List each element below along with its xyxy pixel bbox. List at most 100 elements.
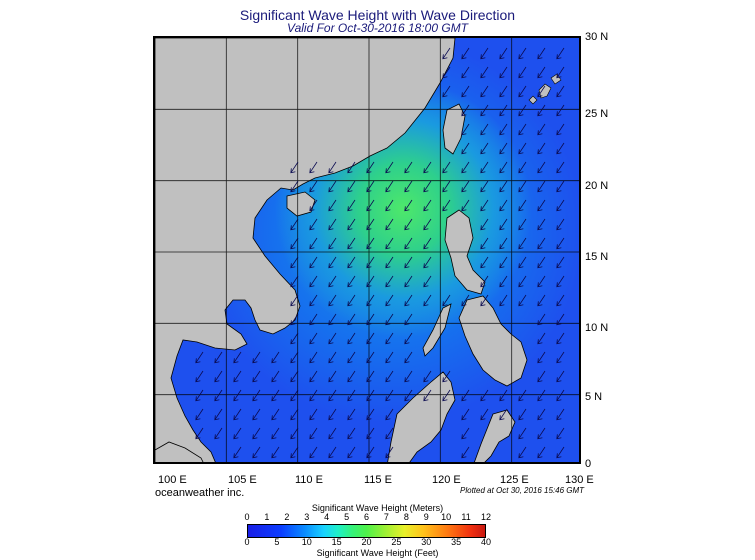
wave-arrow-head [499,168,505,174]
wave-arrow-head [309,377,315,383]
wave-arrow-head [385,339,391,345]
wave-arrow-head [385,358,391,364]
wave-arrow-head [366,377,372,383]
wave-arrow [518,446,527,459]
wave-arrow [366,332,375,345]
wave-arrow [309,161,318,174]
wave-arrow [290,313,299,326]
wave-arrow-head [328,396,334,402]
wave-arrow [271,389,280,402]
wave-arrow-head [366,282,372,288]
wave-arrow-head [366,453,372,459]
wave-arrow-head [404,339,410,345]
wave-arrow [328,389,337,402]
wave-arrow-head [480,396,486,402]
wave-arrow-head [385,263,391,269]
wave-arrow-head [556,244,562,250]
wave-map[interactable] [153,36,581,464]
wave-arrow-head [480,73,486,79]
wave-arrow-head [347,244,353,250]
wave-arrow [309,180,318,193]
wave-arrow [347,275,356,288]
wave-arrow-head [404,358,410,364]
wave-arrow [442,389,451,402]
feet-tick: 20 [361,537,372,547]
wave-arrow-head [309,244,315,250]
wave-arrow-head [328,282,334,288]
wave-arrow-head [518,206,524,212]
wave-arrow [537,408,546,421]
wave-arrow-head [461,301,467,307]
wave-arrow [233,351,242,364]
wave-arrow-head [537,73,543,79]
wave-arrow [499,66,508,79]
wave-arrow [537,104,546,117]
meters-tick: 4 [324,512,330,522]
wave-arrow [442,85,451,98]
wave-arrow [214,408,223,421]
wave-arrow-head [461,149,467,155]
wave-arrow-head [442,54,448,60]
wave-arrow [290,237,299,250]
wave-arrow [290,161,299,174]
wave-arrow [404,180,413,193]
wave-height-colorbar [247,524,486,538]
wave-arrow-head [556,73,562,79]
wave-arrow [556,85,565,98]
wave-arrow [537,180,546,193]
wave-arrow [480,85,489,98]
wave-arrow-head [366,244,372,250]
wave-arrow [537,218,546,231]
wave-arrow [537,351,546,364]
wave-arrow-head [252,434,258,440]
wave-arrow [195,370,204,383]
wave-arrow [499,180,508,193]
wave-arrow [480,47,489,60]
wave-arrow [366,237,375,250]
wave-arrow [347,199,356,212]
wave-arrow-head [366,396,372,402]
wave-arrow [290,351,299,364]
wave-arrow-head [347,263,353,269]
wave-arrow-head [537,263,543,269]
wave-arrow [404,161,413,174]
wave-arrow [404,256,413,269]
wave-arrow-head [442,92,448,98]
wave-arrow [461,66,470,79]
wave-arrow [442,180,451,193]
wave-arrow-head [290,187,296,193]
wave-arrow-head [309,168,315,174]
wave-arrow-head [404,377,410,383]
lon-label-130e: 130 E [565,474,594,486]
wave-arrow-head [442,168,448,174]
wave-arrow-head [385,396,391,402]
wave-arrow [480,161,489,174]
chart-title: Significant Wave Height with Wave Direct… [239,7,516,23]
wave-arrow [537,161,546,174]
wave-arrow-head [442,301,448,307]
mainland-asia [155,38,456,462]
wave-arrow-head [461,73,467,79]
wave-arrow-head [499,396,505,402]
wave-arrow-head [347,415,353,421]
wave-arrow-head [556,377,562,383]
wave-arrow-head [195,415,201,421]
lat-label-25n: 25 N [585,108,609,120]
wave-arrow [518,275,527,288]
wave-arrow-head [347,434,353,440]
wave-arrow [518,123,527,136]
wave-arrow-head [480,149,486,155]
wave-arrow-head [556,54,562,60]
wave-arrow [347,180,356,193]
wave-arrow-head [366,415,372,421]
sulawesi-island [474,409,516,462]
wave-arrow-head [366,320,372,326]
meters-tick: 6 [363,512,369,522]
wave-arrow-head [499,415,505,421]
wave-arrow [366,408,375,421]
wave-arrow [480,66,489,79]
wave-arrow [518,85,527,98]
wave-arrow [518,218,527,231]
wave-arrow-head [518,396,524,402]
wave-arrow-head [328,301,334,307]
